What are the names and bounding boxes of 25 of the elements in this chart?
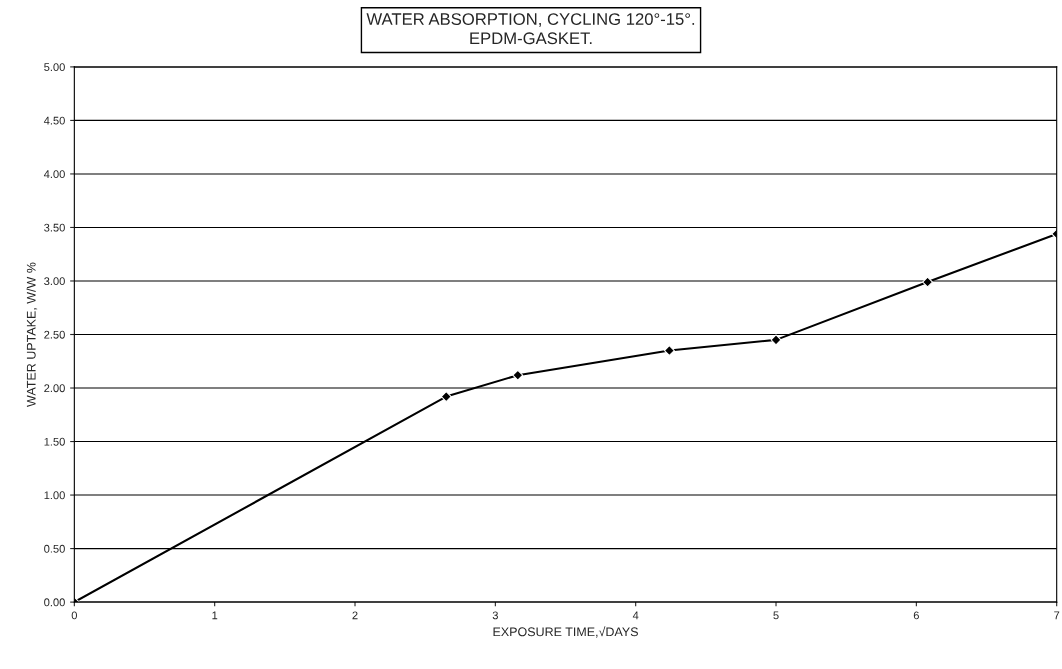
y-tick-label: 1.50 <box>44 437 65 446</box>
y-tick-label: 0.00 <box>44 598 65 607</box>
point <box>512 369 524 381</box>
x-tick-label: 3 <box>492 611 498 620</box>
y-tick-label: 0.50 <box>44 544 65 553</box>
y-tick-label: 3.00 <box>44 277 65 286</box>
x-tick-label: 4 <box>632 611 639 620</box>
y-tick-label: 2.00 <box>44 384 65 393</box>
chart-title: WATER ABSORPTION, CYCLING 120°-15°. EPDM-GASKET. <box>366 13 695 45</box>
x-axis-title: EXPOSURE TIME,√DAYS <box>493 626 638 638</box>
x-tick-label: 0 <box>71 611 77 620</box>
y-tick-label: 3.50 <box>44 223 65 232</box>
y-tick-label: 2.50 <box>44 330 65 339</box>
x-tick-label: 2 <box>352 611 358 620</box>
point <box>663 345 675 356</box>
y-tick-label: 4.00 <box>43 170 65 179</box>
x-tick-label: 7 <box>1054 611 1060 620</box>
y-tick-label: 1.00 <box>44 491 65 500</box>
y-tick-label: 5.00 <box>44 63 65 72</box>
y-axis-title: WATER UPTAKE, W/W % <box>26 262 38 407</box>
x-tick-label: 1 <box>212 611 218 620</box>
point <box>770 334 782 346</box>
x-tick-label: 6 <box>913 611 919 620</box>
y-tick-label: 4.50 <box>43 116 65 125</box>
x-tick-label: 5 <box>773 611 779 620</box>
